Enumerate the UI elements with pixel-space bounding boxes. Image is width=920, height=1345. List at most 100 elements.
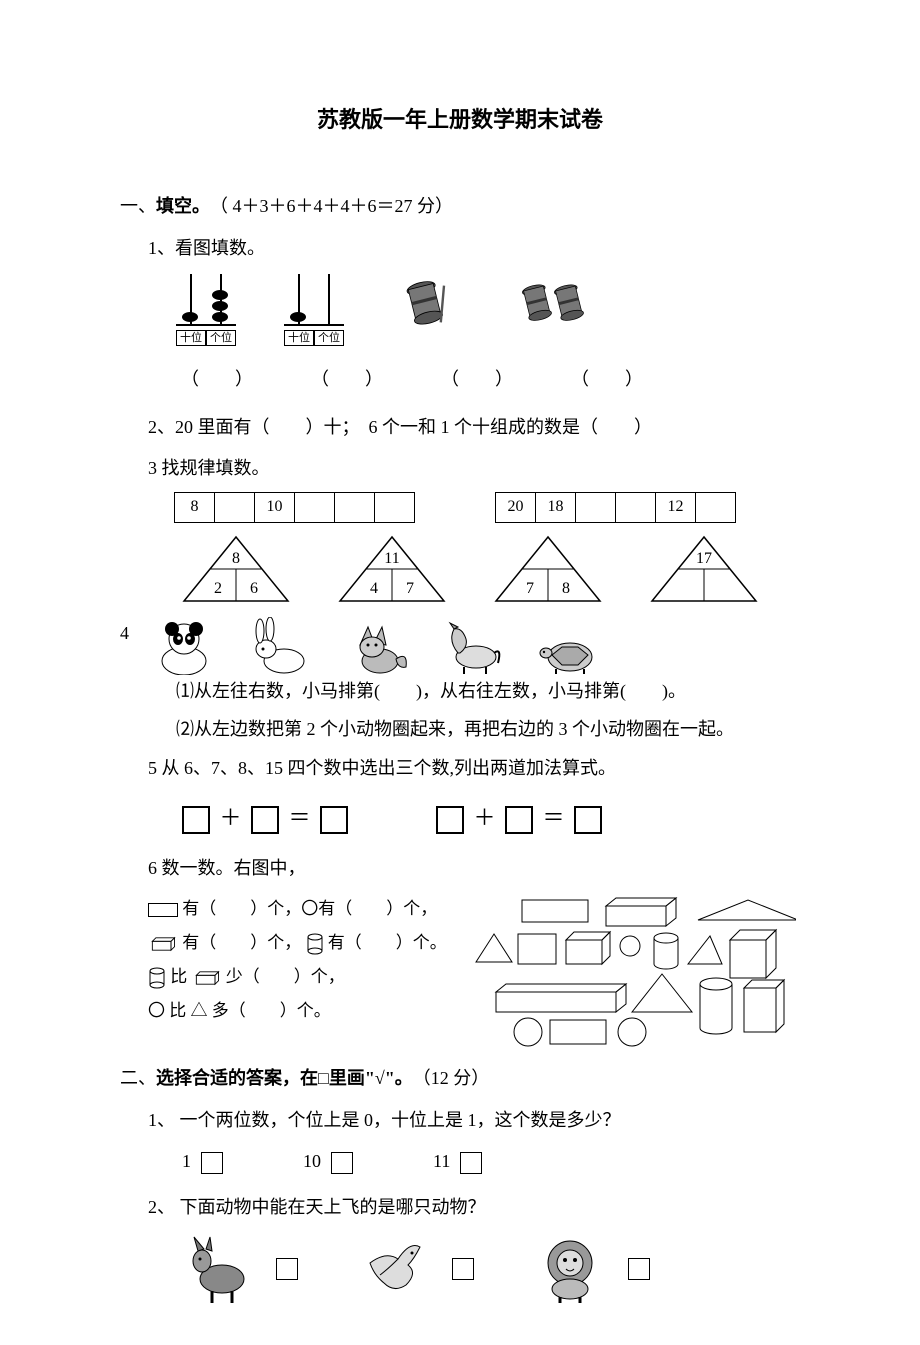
abacus-1: 十位 个位 bbox=[172, 274, 240, 346]
eq1-box3 bbox=[320, 806, 348, 834]
q1-label: 1、看图填数。 bbox=[148, 232, 800, 264]
triangle-4: 17 bbox=[644, 533, 764, 607]
abacus2-tens-label: 十位 bbox=[284, 330, 314, 346]
abacus1-ones-label: 个位 bbox=[206, 330, 236, 346]
q1-figures: 十位 个位 十位 个位 bbox=[172, 274, 800, 356]
seq-table-1: 8 10 bbox=[174, 492, 415, 523]
s2-q2-choices bbox=[182, 1233, 800, 1305]
paren-3: （ ） bbox=[432, 363, 522, 395]
triangle-2: 11 4 7 bbox=[332, 533, 452, 607]
triangle-3: 7 8 bbox=[488, 533, 608, 607]
q5-equations: ＋ ＝ ＋ ＝ bbox=[178, 798, 800, 838]
q6-line1: 有（ ）个，〇有（ ）个， bbox=[182, 899, 437, 918]
eq1-box2 bbox=[251, 806, 279, 834]
cuboid-icon-2 bbox=[192, 970, 222, 986]
q6-shapes-figure bbox=[466, 892, 796, 1052]
seq1-cell-2: 10 bbox=[255, 492, 295, 522]
seq2-cell-5 bbox=[696, 492, 736, 522]
equals-sign-2: ＝ bbox=[543, 805, 565, 830]
svg-text:7: 7 bbox=[406, 580, 414, 597]
section-1-label: 填空。 bbox=[156, 190, 210, 222]
section-2-num: 二、 bbox=[120, 1062, 156, 1094]
svg-text:2: 2 bbox=[214, 580, 222, 597]
section-2-header: 二、 选择合适的答案，在□里画"√"。 （12 分） bbox=[120, 1062, 800, 1094]
q5-text: 5 从 6、7、8、15 四个数中选出三个数,列出两道加法算式。 bbox=[148, 752, 800, 784]
cylinder-icon bbox=[306, 933, 324, 955]
rabbit-icon bbox=[244, 617, 316, 675]
animal-choice-3-box[interactable] bbox=[628, 1258, 650, 1280]
eq2-box2 bbox=[505, 806, 533, 834]
seq1-cell-1 bbox=[215, 492, 255, 522]
q6-head: 6 数一数。右图中， bbox=[148, 852, 800, 884]
q6-line2a: 有（ ）个， bbox=[182, 933, 301, 952]
s2-q1-choices: 1 10 11 bbox=[182, 1145, 800, 1177]
seq2-cell-2 bbox=[576, 492, 616, 522]
s2-q2: 2、 下面动物中能在天上飞的是哪只动物？ bbox=[148, 1191, 800, 1223]
seq2-cell-4: 12 bbox=[656, 492, 696, 522]
horse-icon bbox=[436, 617, 508, 675]
svg-text:11: 11 bbox=[384, 550, 399, 567]
lion-icon bbox=[534, 1233, 606, 1305]
choice-3-label: 11 bbox=[433, 1151, 450, 1171]
seq1-cell-4 bbox=[335, 492, 375, 522]
page-title: 苏教版一年上册数学期末试卷 bbox=[120, 100, 800, 140]
choice-3-box[interactable] bbox=[460, 1152, 482, 1174]
cuboid-icon bbox=[148, 936, 178, 952]
seq1-cell-5 bbox=[375, 492, 415, 522]
rect-icon bbox=[148, 903, 178, 917]
donkey-icon bbox=[182, 1233, 254, 1305]
q2-text: 2、20 里面有（ ）十； 6 个一和 1 个十组成的数是（ ） bbox=[148, 411, 800, 443]
bundle-1 bbox=[388, 274, 468, 334]
section-1-header: 一、 填空。 （ 4＋3＋6＋4＋4＋6＝27 分） bbox=[120, 190, 800, 222]
paren-1: （ ） bbox=[172, 363, 262, 395]
choice-1-label: 1 bbox=[182, 1151, 191, 1171]
fox-icon bbox=[340, 617, 412, 675]
seq1-cell-0: 8 bbox=[175, 492, 215, 522]
bundle-2 bbox=[508, 274, 588, 334]
choice-2-box[interactable] bbox=[331, 1152, 353, 1174]
choice-2-label: 10 bbox=[303, 1151, 321, 1171]
eq1-box1 bbox=[182, 806, 210, 834]
triangle-1: 8 2 6 bbox=[176, 533, 296, 607]
animal-choice-1-box[interactable] bbox=[276, 1258, 298, 1280]
section-1-num: 一、 bbox=[120, 190, 156, 222]
svg-text:17: 17 bbox=[696, 550, 712, 567]
abacus2-ones-label: 个位 bbox=[314, 330, 344, 346]
q3-triangles: 8 2 6 11 4 7 7 8 17 bbox=[176, 533, 800, 607]
plus-sign: ＋ bbox=[220, 805, 242, 830]
q6-line3a: 比 bbox=[170, 967, 191, 986]
svg-text:8: 8 bbox=[562, 580, 570, 597]
seq2-cell-3 bbox=[616, 492, 656, 522]
q6-line2b: 有（ ）个。 bbox=[328, 933, 447, 952]
equals-sign: ＝ bbox=[289, 805, 311, 830]
seq2-cell-0: 20 bbox=[496, 492, 536, 522]
animal-choice-2-box[interactable] bbox=[452, 1258, 474, 1280]
eq2-box3 bbox=[574, 806, 602, 834]
abacus-2: 十位 个位 bbox=[280, 274, 348, 346]
panda-icon bbox=[148, 617, 220, 675]
abacus1-tens-label: 十位 bbox=[176, 330, 206, 346]
svg-text:4: 4 bbox=[370, 580, 378, 597]
q6-line4: 〇 比 △ 多（ ）个。 bbox=[148, 994, 448, 1028]
q4-2: ⑵从左边数把第 2 个小动物圈起来，再把右边的 3 个小动物圈在一起。 bbox=[176, 713, 800, 745]
q6-line3b: 少（ ）个， bbox=[226, 967, 345, 986]
q1-answer-row: （ ） （ ） （ ） （ ） bbox=[172, 363, 800, 395]
paren-4: （ ） bbox=[562, 363, 652, 395]
q3-sequences: 8 10 20 18 12 bbox=[174, 492, 800, 523]
seq2-cell-1: 18 bbox=[536, 492, 576, 522]
q6-text: 有（ ）个，〇有（ ）个， 有（ ）个， 有（ ）个。 比 少（ ）个， 〇 比… bbox=[148, 892, 448, 1052]
cylinder-icon-2 bbox=[148, 967, 166, 989]
section-1-score: （ 4＋3＋6＋4＋4＋6＝27 分） bbox=[210, 190, 453, 222]
section-2-score: （12 分） bbox=[413, 1062, 490, 1094]
plus-sign-2: ＋ bbox=[474, 805, 496, 830]
choice-1-box[interactable] bbox=[201, 1152, 223, 1174]
q3-label: 3 找规律填数。 bbox=[148, 452, 800, 484]
dove-icon bbox=[358, 1233, 430, 1305]
q4-animals bbox=[148, 617, 604, 675]
svg-text:7: 7 bbox=[526, 580, 534, 597]
seq-table-2: 20 18 12 bbox=[495, 492, 736, 523]
q4-num: 4 bbox=[120, 617, 148, 649]
s2-q1: 1、 一个两位数，个位上是 0，十位上是 1，这个数是多少？ bbox=[148, 1104, 800, 1136]
svg-text:8: 8 bbox=[232, 550, 240, 567]
eq2-box1 bbox=[436, 806, 464, 834]
